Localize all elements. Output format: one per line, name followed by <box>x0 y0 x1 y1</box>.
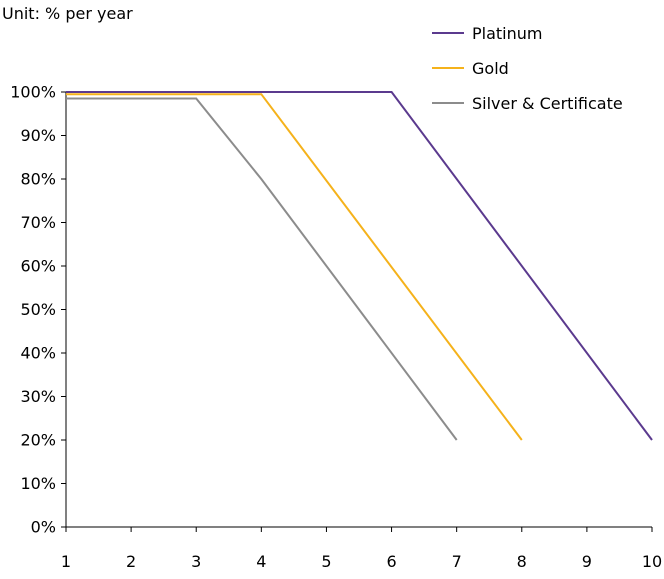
x-tick-label: 10 <box>642 552 662 571</box>
legend: Platinum Gold Silver & Certificate <box>432 24 623 113</box>
y-tick-label: 60% <box>20 257 56 276</box>
y-tick-label: 10% <box>20 474 56 493</box>
x-tick-label: 7 <box>452 552 462 571</box>
series-line-gold <box>66 93 523 441</box>
x-tick-label: 3 <box>191 552 201 571</box>
y-tick-label: 80% <box>20 170 56 189</box>
legend-label: Platinum <box>472 24 542 43</box>
y-axis: 0% 10% 20% 30% 40% 50% 60% 70% 80% 90% 100% <box>10 83 67 537</box>
y-tick-label: 0% <box>31 518 56 537</box>
y-tick-label: 50% <box>20 300 56 319</box>
series-line-platinum <box>66 91 653 441</box>
series-line-silver-certificate <box>66 97 458 441</box>
series-lines <box>66 91 653 441</box>
legend-label: Silver & Certificate <box>472 94 623 113</box>
y-tick-label: 20% <box>20 431 56 450</box>
x-tick-label: 6 <box>386 552 396 571</box>
x-tick-label: 5 <box>321 552 331 571</box>
x-tick-label: 4 <box>256 552 266 571</box>
unit-label: Unit: % per year <box>2 4 133 23</box>
y-tick-label: 100% <box>10 83 56 102</box>
y-tick-label: 30% <box>20 387 56 406</box>
x-tick-label: 8 <box>517 552 527 571</box>
y-tick-label: 40% <box>20 344 56 363</box>
x-axis: 1 2 3 4 5 6 7 8 9 10 <box>61 526 662 571</box>
x-tick-label: 9 <box>582 552 592 571</box>
y-tick-label: 90% <box>20 126 56 145</box>
x-tick-label: 1 <box>61 552 71 571</box>
legend-label: Gold <box>472 59 509 78</box>
x-tick-label: 2 <box>126 552 136 571</box>
y-tick-label: 70% <box>20 213 56 232</box>
